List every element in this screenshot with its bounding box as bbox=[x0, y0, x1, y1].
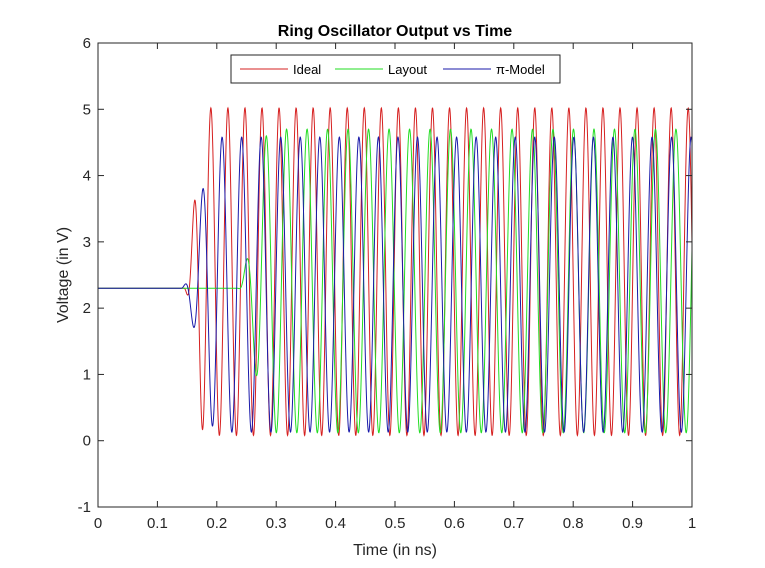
x-tick-label: 0 bbox=[94, 515, 102, 532]
y-tick-label: 2 bbox=[83, 300, 91, 317]
x-axis-label: Time (in ns) bbox=[353, 542, 437, 559]
y-tick-label: -1 bbox=[78, 499, 91, 516]
x-tick-label: 0.9 bbox=[622, 515, 643, 532]
series-layout-line bbox=[98, 128, 692, 434]
series-ideal-line bbox=[98, 106, 692, 437]
y-tick-label: 1 bbox=[83, 366, 91, 383]
series-pi-model-line bbox=[98, 136, 692, 434]
y-tick-label: 6 bbox=[83, 35, 91, 52]
x-tick-label: 0.8 bbox=[563, 515, 584, 532]
x-tick-label: 0.4 bbox=[325, 515, 346, 532]
x-tick-label: 0.1 bbox=[147, 515, 168, 532]
legend-label-layout: Layout bbox=[388, 62, 427, 77]
y-tick-label: 5 bbox=[83, 101, 91, 118]
y-axis-label: Voltage (in V) bbox=[55, 227, 72, 323]
y-tick-label: 0 bbox=[83, 433, 91, 450]
x-tick-label: 1 bbox=[688, 515, 696, 532]
x-tick-label: 0.6 bbox=[444, 515, 465, 532]
y-tick-label: 3 bbox=[83, 234, 91, 251]
x-tick-label: 0.5 bbox=[385, 515, 406, 532]
legend-label-ideal: Ideal bbox=[293, 62, 321, 77]
x-tick-label: 0.3 bbox=[266, 515, 287, 532]
series-layer bbox=[98, 106, 692, 437]
x-tick-label: 0.7 bbox=[503, 515, 524, 532]
x-tick-label: 0.2 bbox=[206, 515, 227, 532]
y-tick-label: 4 bbox=[83, 168, 91, 185]
legend: Ideal Layout π-Model bbox=[230, 54, 561, 84]
legend-label-pi-model: π-Model bbox=[496, 62, 545, 77]
chart-title: Ring Oscillator Output vs Time bbox=[278, 23, 513, 40]
